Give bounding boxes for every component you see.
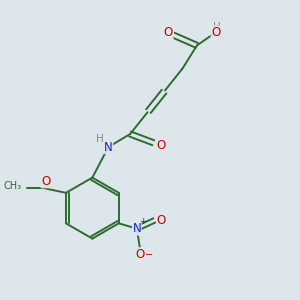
Text: H: H (96, 134, 104, 144)
Text: O: O (211, 26, 220, 39)
Text: O: O (157, 214, 166, 227)
Text: −: − (145, 250, 153, 260)
Text: +: + (139, 217, 146, 226)
Text: O: O (135, 248, 144, 261)
Text: N: N (104, 141, 113, 154)
Text: CH₃: CH₃ (3, 181, 22, 190)
Text: O: O (156, 139, 165, 152)
Text: O: O (41, 175, 50, 188)
Text: H: H (213, 22, 221, 32)
Text: N: N (132, 222, 141, 235)
Text: O: O (164, 26, 173, 39)
